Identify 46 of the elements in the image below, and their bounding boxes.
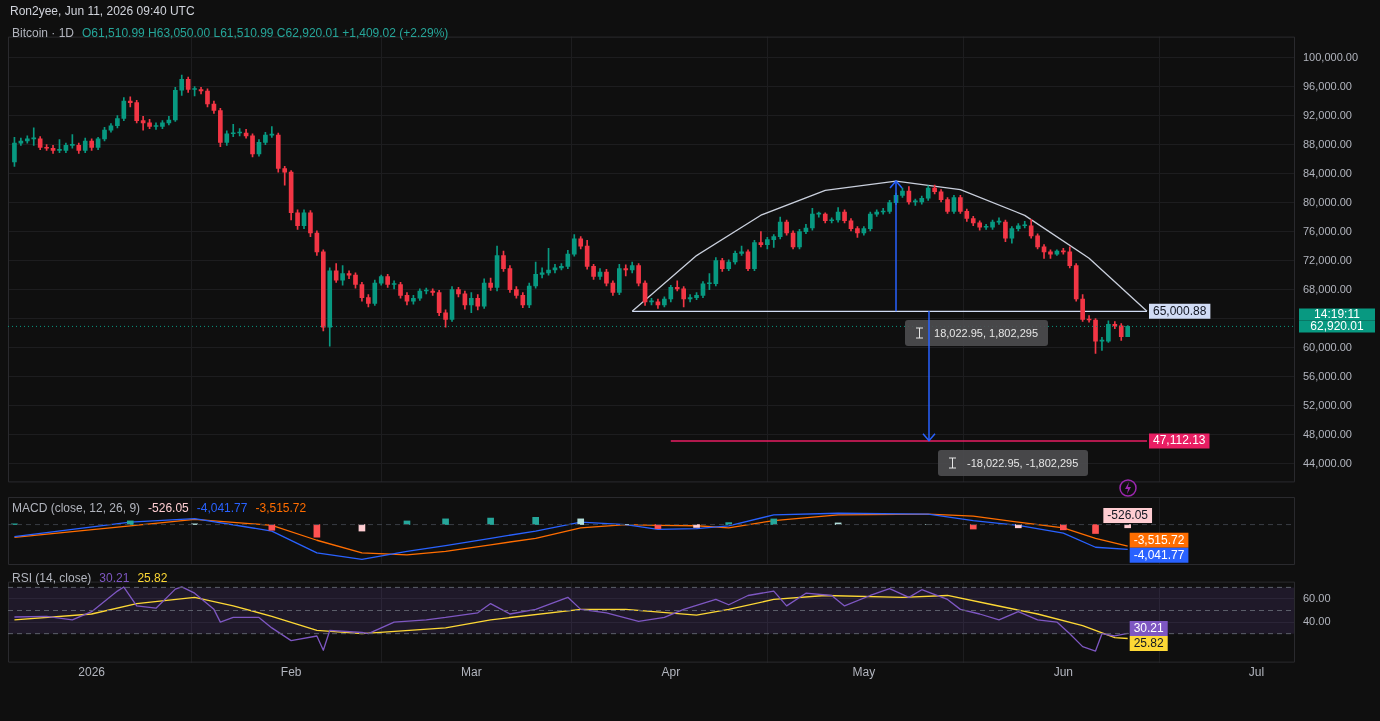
y-tick-label: 52,000.00	[1303, 398, 1352, 411]
text: 25.82	[137, 571, 168, 585]
y-tick-label: 56,000.00	[1303, 369, 1352, 382]
x-tick-label: May	[852, 665, 876, 680]
text: Ron2yee, Jun 11, 2026 09:40 UTC	[10, 4, 195, 18]
chart-title: Bitcoin · 1D	[12, 26, 75, 40]
y-tick-label: 84,000.00	[1303, 166, 1352, 179]
note-box: -18,022.95, -1,802,295	[938, 450, 1089, 476]
x-tick-label: Mar	[460, 665, 482, 680]
y-tick-label: 60,000.00	[1303, 340, 1352, 353]
data-label: 47,112.13	[1152, 433, 1206, 448]
y-tick-label: 48,000.00	[1303, 427, 1352, 440]
text: -3,515.72	[255, 501, 307, 515]
chart-subtitle: O61,510.99 H63,050.00 L61,510.99 C62,920.01 +1,409.02 (+2.29%)	[82, 26, 449, 40]
text: 30.21	[99, 571, 130, 585]
x-tick-label: Apr	[661, 665, 681, 680]
y-tick-label: 88,000.00	[1303, 137, 1352, 150]
text: MACD (close, 12, 26, 9)	[12, 501, 141, 515]
note-box: 18,022.95, 1,802,295	[905, 320, 1048, 347]
y-tick-label: 40.00	[1303, 615, 1331, 628]
text: 14:19:11	[1314, 306, 1361, 321]
y-tick-label: 80,000.00	[1303, 195, 1352, 208]
x-tick-label: Jul	[1248, 665, 1265, 680]
data-label: 25.82	[1133, 635, 1165, 650]
y-tick-label: 100,000.00	[1303, 50, 1359, 63]
y-tick-label: 92,000.00	[1303, 108, 1352, 121]
y-tick-label: 68,000.00	[1303, 282, 1352, 295]
ref-line-label: 62,920.01	[1310, 318, 1365, 333]
y-tick-label: 60.00	[1303, 591, 1331, 604]
annotation: -18,022.95, -1,802,295	[967, 456, 1079, 469]
text: -526.05	[148, 501, 189, 515]
x-tick-label: Jun	[1053, 665, 1074, 680]
x-tick-label: 2026	[78, 665, 106, 680]
data-label: 30.21	[1133, 620, 1165, 635]
data-label: -4,041.77	[1133, 547, 1185, 562]
y-tick-label: 76,000.00	[1303, 224, 1352, 237]
chart-title: RSI (14, close)	[12, 571, 92, 585]
data-label: -526.05	[1107, 507, 1149, 522]
y-tick-label: 72,000.00	[1303, 253, 1352, 266]
text: -4,041.77	[196, 501, 248, 515]
data-label: -3,515.72	[1133, 532, 1185, 547]
y-tick-label: 96,000.00	[1303, 79, 1352, 92]
annotation: 18,022.95, 1,802,295	[934, 327, 1038, 340]
data-label: 65,000.88	[1152, 303, 1207, 318]
x-tick-label: Feb	[280, 665, 302, 680]
y-tick-label: 44,000.00	[1303, 456, 1352, 469]
